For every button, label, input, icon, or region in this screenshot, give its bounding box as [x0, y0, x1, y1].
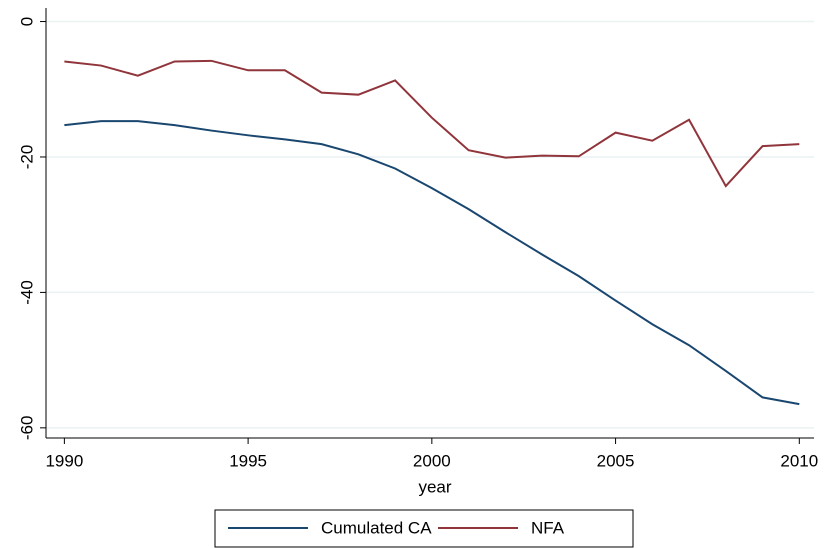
- x-tick-label: 2010: [780, 451, 818, 470]
- legend-label: Cumulated CA: [321, 518, 432, 537]
- x-tick-label: 2005: [597, 451, 635, 470]
- x-axis-label: year: [418, 477, 451, 496]
- x-tick-label: 2000: [413, 451, 451, 470]
- y-tick-label: 0: [17, 17, 36, 26]
- series-line: [64, 59, 800, 188]
- y-tick-label: -40: [17, 280, 36, 305]
- x-tick-label: 1995: [229, 451, 267, 470]
- x-tick-label: 1990: [45, 451, 83, 470]
- series-line: [64, 120, 800, 406]
- legend-label: NFA: [531, 518, 565, 537]
- y-tick-label: -60: [17, 416, 36, 441]
- y-tick-label: -20: [17, 145, 36, 170]
